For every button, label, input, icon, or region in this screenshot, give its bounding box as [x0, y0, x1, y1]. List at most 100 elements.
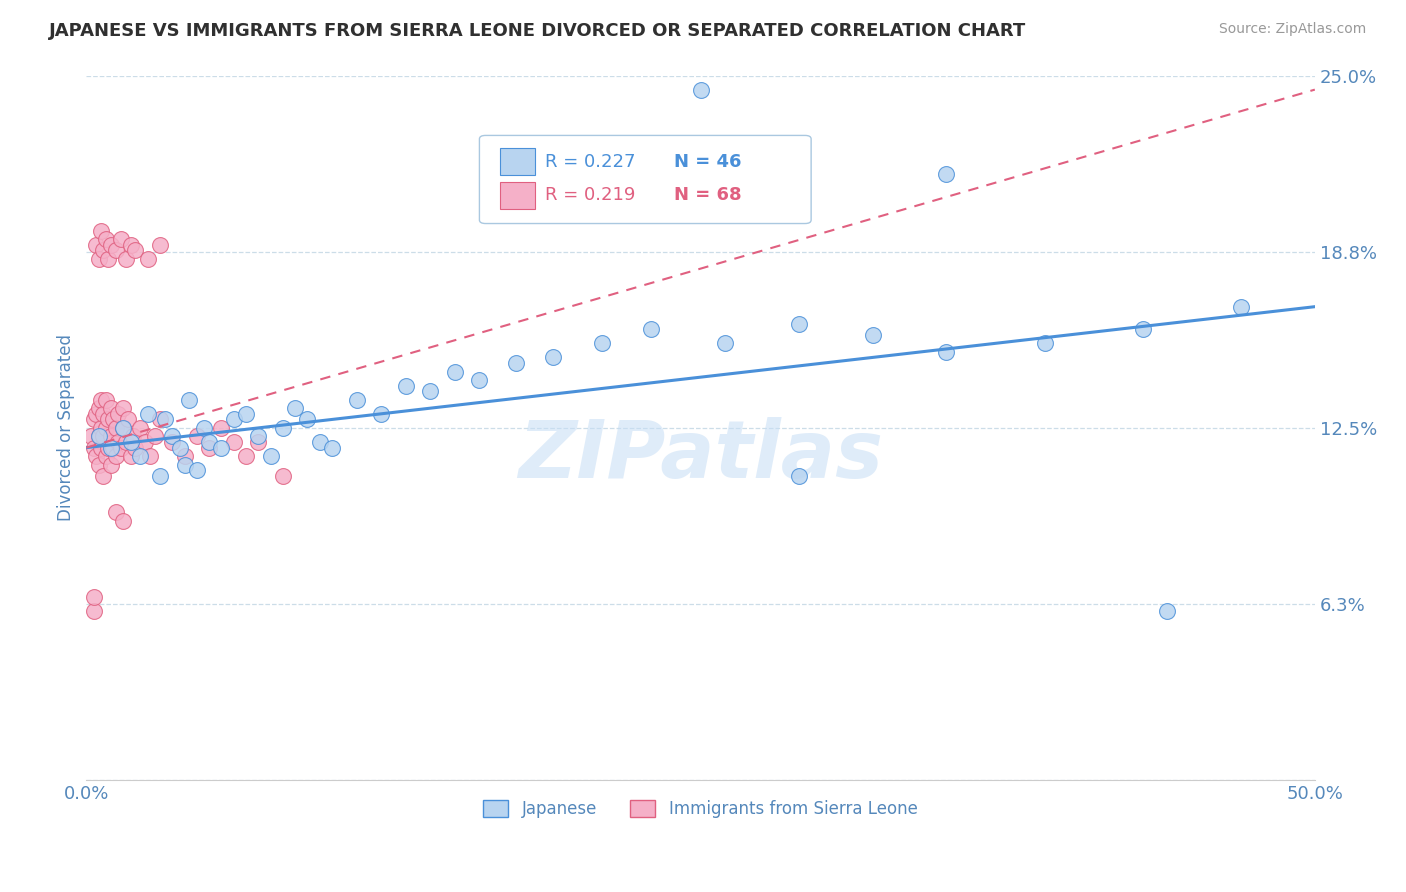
Point	[186, 463, 208, 477]
Point	[129, 421, 152, 435]
Point	[103, 441, 125, 455]
Point	[104, 506, 127, 520]
Point	[1033, 336, 1056, 351]
Point	[149, 237, 172, 252]
Point	[114, 435, 136, 450]
Point	[83, 441, 105, 455]
Point	[120, 435, 142, 450]
Point	[117, 412, 139, 426]
Point	[136, 407, 159, 421]
Point	[247, 435, 270, 450]
Point	[1132, 322, 1154, 336]
Point	[308, 435, 330, 450]
Point	[284, 401, 307, 416]
Y-axis label: Divorced or Separated: Divorced or Separated	[58, 334, 75, 522]
Point	[110, 441, 132, 455]
Point	[136, 252, 159, 266]
Point	[94, 421, 117, 435]
Point	[90, 421, 112, 435]
Point	[198, 435, 221, 450]
Point	[444, 365, 467, 379]
Text: Source: ZipAtlas.com: Source: ZipAtlas.com	[1219, 22, 1367, 37]
Point	[862, 327, 884, 342]
Point	[87, 429, 110, 443]
Text: R = 0.219: R = 0.219	[544, 186, 647, 204]
Text: R = 0.227: R = 0.227	[544, 153, 647, 170]
Point	[107, 407, 129, 421]
Point	[100, 458, 122, 472]
Point	[124, 244, 146, 258]
Point	[87, 252, 110, 266]
Point	[122, 429, 145, 443]
Point	[271, 421, 294, 435]
Point	[935, 344, 957, 359]
Point	[90, 441, 112, 455]
Point	[541, 351, 564, 365]
Point	[90, 392, 112, 407]
Point	[370, 407, 392, 421]
Point	[689, 82, 711, 96]
Point	[173, 449, 195, 463]
Point	[591, 336, 613, 351]
Point	[110, 232, 132, 246]
FancyBboxPatch shape	[501, 182, 534, 209]
Point	[104, 244, 127, 258]
FancyBboxPatch shape	[479, 136, 811, 224]
Point	[346, 392, 368, 407]
Point	[505, 356, 527, 370]
Point	[100, 429, 122, 443]
Point	[100, 237, 122, 252]
Point	[97, 441, 120, 455]
Point	[112, 514, 135, 528]
Point	[104, 421, 127, 435]
Point	[247, 429, 270, 443]
Point	[173, 458, 195, 472]
Point	[186, 429, 208, 443]
Point	[714, 336, 737, 351]
Point	[419, 384, 441, 399]
Point	[468, 373, 491, 387]
Text: JAPANESE VS IMMIGRANTS FROM SIERRA LEONE DIVORCED OR SEPARATED CORRELATION CHART: JAPANESE VS IMMIGRANTS FROM SIERRA LEONE…	[49, 22, 1026, 40]
Point	[84, 237, 107, 252]
Point	[134, 435, 156, 450]
Point	[83, 412, 105, 426]
Point	[1156, 604, 1178, 618]
Point	[87, 458, 110, 472]
Point	[100, 401, 122, 416]
Point	[149, 468, 172, 483]
Point	[94, 392, 117, 407]
Point	[112, 401, 135, 416]
Point	[209, 441, 232, 455]
Point	[271, 468, 294, 483]
Point	[90, 223, 112, 237]
Text: ZIPatlas: ZIPatlas	[517, 417, 883, 495]
Point	[94, 449, 117, 463]
Point	[235, 407, 257, 421]
Point	[129, 449, 152, 463]
Point	[120, 449, 142, 463]
Point	[222, 435, 245, 450]
Point	[787, 317, 810, 331]
Legend: Japanese, Immigrants from Sierra Leone: Japanese, Immigrants from Sierra Leone	[477, 793, 924, 825]
Point	[787, 468, 810, 483]
Point	[100, 441, 122, 455]
Point	[143, 429, 166, 443]
Point	[107, 435, 129, 450]
Point	[93, 244, 115, 258]
Text: N = 46: N = 46	[673, 153, 741, 170]
Point	[93, 407, 115, 421]
Point	[169, 441, 191, 455]
Point	[297, 412, 319, 426]
Point	[80, 429, 103, 443]
Point	[259, 449, 281, 463]
Point	[209, 421, 232, 435]
Point	[222, 412, 245, 426]
Point	[103, 412, 125, 426]
Point	[83, 590, 105, 604]
Point	[198, 441, 221, 455]
Point	[97, 412, 120, 426]
Point	[114, 252, 136, 266]
Text: N = 68: N = 68	[673, 186, 741, 204]
Point	[162, 429, 184, 443]
Point	[84, 449, 107, 463]
